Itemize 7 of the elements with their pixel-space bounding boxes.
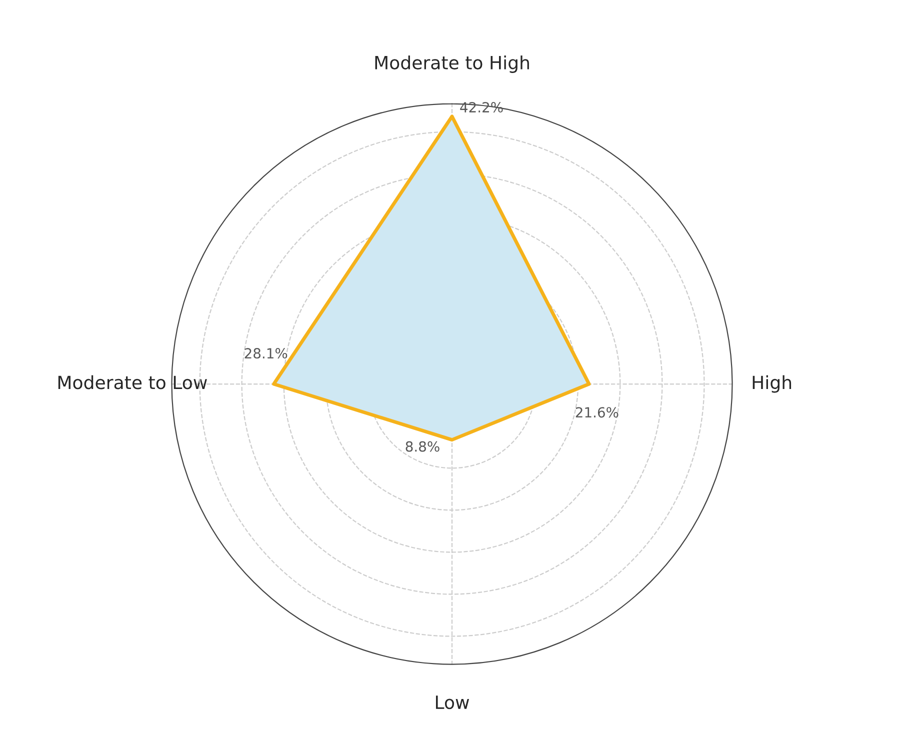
spoke-label: Moderate to Low xyxy=(58,375,207,390)
text: 21.6% xyxy=(576,407,618,418)
spoke-label: Moderate to High xyxy=(375,55,529,73)
spoke-label: High xyxy=(752,375,792,393)
text: 8.8% xyxy=(406,441,440,452)
spoke-label: Low xyxy=(436,696,470,710)
text: 28.1% xyxy=(244,348,288,359)
